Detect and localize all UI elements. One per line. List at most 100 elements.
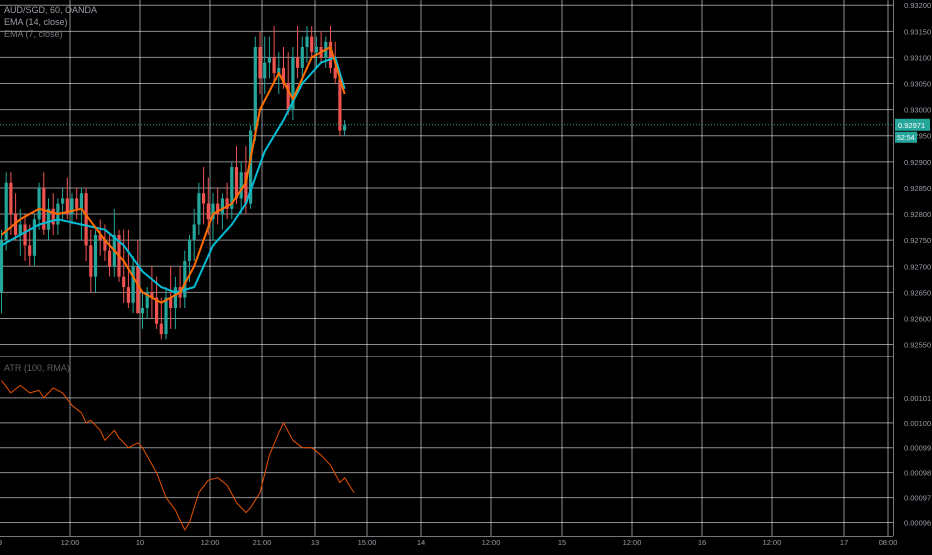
price-tick-label: 0.93200 xyxy=(904,1,931,10)
last-price-tag xyxy=(895,118,930,131)
candle-body xyxy=(234,167,239,199)
candle-body xyxy=(291,57,295,110)
candle-body xyxy=(216,203,220,215)
candle-body xyxy=(155,297,159,324)
atr-tick-label: 0.00098 xyxy=(904,469,931,478)
legend-atr: ATR (100, RMA) xyxy=(4,362,70,374)
candle-body xyxy=(140,308,145,314)
grid-layer xyxy=(0,0,894,537)
candle-body xyxy=(18,224,22,235)
candle-body xyxy=(281,67,286,84)
candle-body xyxy=(272,57,276,74)
candle-body xyxy=(328,41,333,68)
candle-body xyxy=(103,240,107,251)
time-tick-label: 15 xyxy=(558,538,566,547)
candle-body xyxy=(28,245,32,256)
candle-body xyxy=(343,125,347,131)
candle-body xyxy=(296,57,300,68)
price-tick-label: 0.92750 xyxy=(904,236,931,245)
price-tick-label: 0.92700 xyxy=(904,262,931,271)
candle-body xyxy=(239,172,243,199)
price-tags: 0.92971 52:54 xyxy=(0,118,930,143)
candle-body xyxy=(65,198,69,215)
candle-body xyxy=(46,208,51,230)
atr-tick-label: 0.00097 xyxy=(904,494,931,503)
price-tick-label: 0.93150 xyxy=(904,27,931,36)
candle-body xyxy=(9,182,13,215)
candle-body xyxy=(286,83,290,110)
candle-body xyxy=(220,198,224,215)
candle-body xyxy=(126,287,130,303)
candle-body xyxy=(202,193,206,204)
candle-body xyxy=(197,193,201,225)
candle-body xyxy=(258,46,262,79)
legend-atr-label[interactable]: ATR (100, RMA) xyxy=(4,363,70,373)
atr-tick-label: 0.00100 xyxy=(904,419,931,428)
time-tick-label: 12:00 xyxy=(623,538,642,547)
atr-tick-label: 0.00101 xyxy=(904,394,931,403)
candle-body xyxy=(51,208,55,225)
legend-ema7[interactable]: EMA (7, close) xyxy=(4,29,63,39)
candle-body xyxy=(314,46,318,53)
candle-body xyxy=(159,323,163,335)
time-tick-label: 12:00 xyxy=(61,538,80,547)
candle-body xyxy=(333,67,337,79)
atr-pane xyxy=(1,380,355,531)
candle-body xyxy=(183,261,187,298)
candle-body xyxy=(310,36,314,53)
price-tick-label: 0.92600 xyxy=(904,314,931,323)
price-axis[interactable]: 0.92550 0.92600 0.92650 0.92700 0.92750 0.928… xyxy=(904,1,931,527)
symbol-title[interactable]: AUD/SGD, 60, OANDA xyxy=(4,5,98,15)
time-tick-label: 08:00 xyxy=(879,538,898,547)
candle-body xyxy=(23,224,27,246)
time-tick-label: 13 xyxy=(311,538,319,547)
time-tick-label: 10 xyxy=(136,538,144,547)
time-tick-label: 16 xyxy=(698,538,706,547)
ema7-line xyxy=(0,46,346,304)
time-tick-label: 12:00 xyxy=(763,538,782,547)
candle-body xyxy=(150,292,154,298)
candle-body xyxy=(305,36,309,47)
time-tick-label: 14 xyxy=(417,538,425,547)
legend-ema14[interactable]: EMA (14, close) xyxy=(4,17,68,27)
atr-tick-label: 0.00096 xyxy=(904,519,931,528)
candle-body xyxy=(131,266,135,303)
time-tick-label: 17 xyxy=(840,538,848,547)
price-tick-label: 0.92650 xyxy=(904,288,931,297)
candle-body xyxy=(108,250,112,267)
time-tick-label: 15:00 xyxy=(358,538,377,547)
candle-body xyxy=(0,240,4,293)
price-tick-label: 0.92950 xyxy=(904,132,931,141)
price-tick-label: 0.92800 xyxy=(904,210,931,219)
ema14-line xyxy=(1,56,346,294)
candle-body xyxy=(136,266,140,314)
candle-body xyxy=(244,172,248,204)
candle-body xyxy=(338,78,342,131)
price-tick-label: 0.92550 xyxy=(904,341,931,350)
candle-body xyxy=(211,203,215,220)
candle-body xyxy=(4,182,8,241)
candle-body xyxy=(267,57,271,63)
candle-body xyxy=(32,219,36,256)
price-tick-label: 0.92900 xyxy=(904,158,931,167)
candle-series xyxy=(0,26,347,340)
candle-body xyxy=(230,167,234,209)
candle-body xyxy=(173,287,177,309)
legend-main: AUD/SGD, 60, OANDA EMA (14, close) EMA (… xyxy=(4,4,97,40)
candle-body xyxy=(249,130,253,204)
time-tick-label: 21:00 xyxy=(253,538,272,547)
candle-body xyxy=(37,187,41,220)
countdown-tag xyxy=(895,131,917,143)
candle-body xyxy=(300,46,304,68)
time-tick-label: 12:00 xyxy=(201,538,220,547)
candle-body xyxy=(187,240,192,262)
candle-body xyxy=(225,198,229,209)
candle-body xyxy=(253,46,257,131)
candle-body xyxy=(192,224,196,241)
countdown-text: 52:54 xyxy=(897,135,915,142)
time-axis[interactable]: 9 12:00 10 12:00 21:00 13 15:00 14 12:00 15 12:00 1… xyxy=(0,538,897,547)
candle-body xyxy=(79,193,83,209)
